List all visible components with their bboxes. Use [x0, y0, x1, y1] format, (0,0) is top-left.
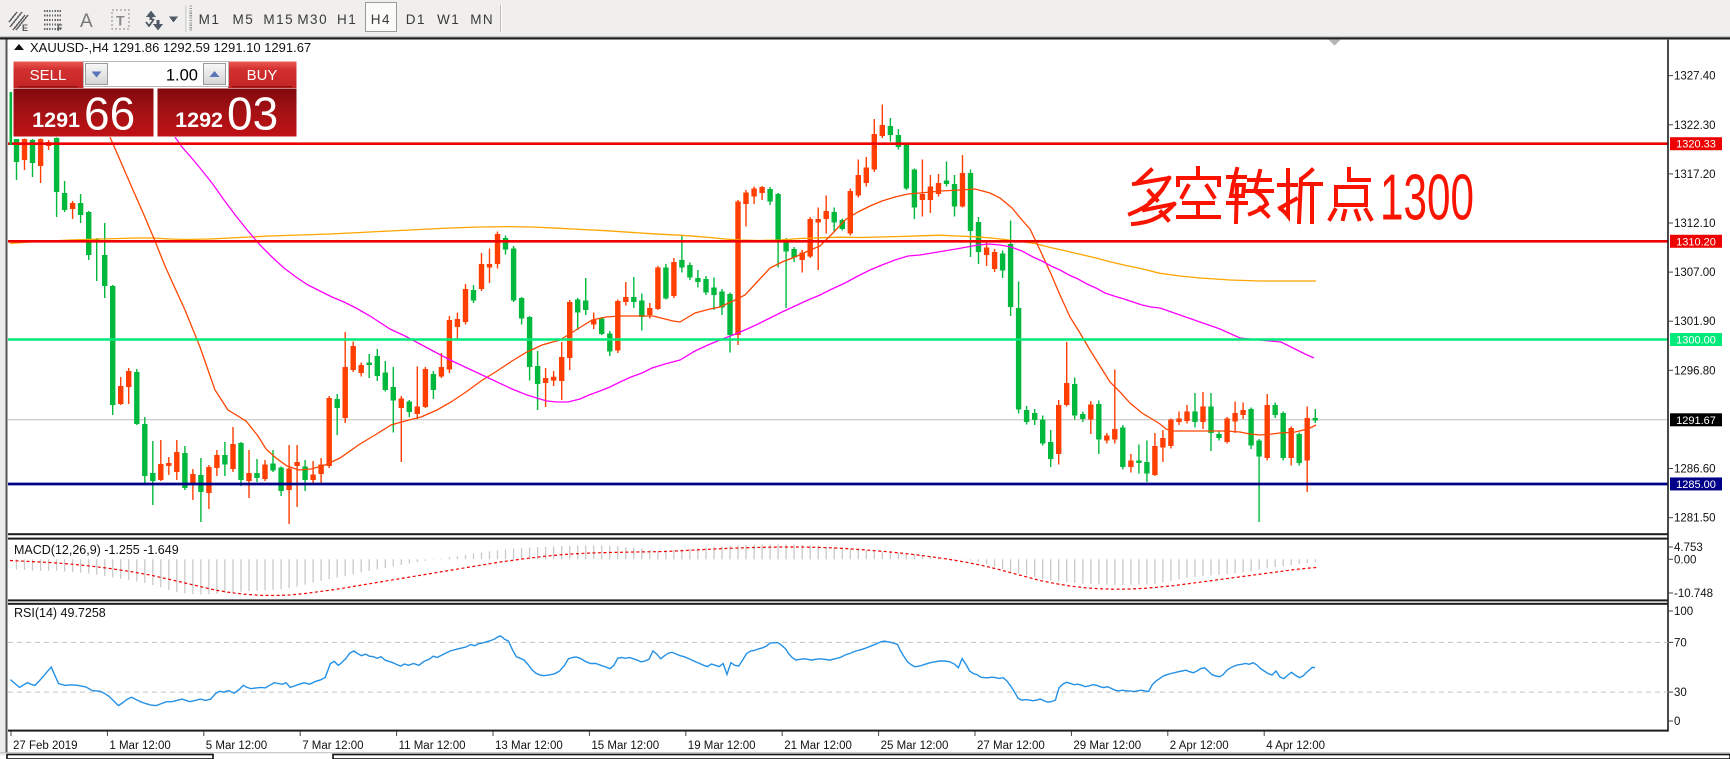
svg-text:M5: M5: [233, 12, 255, 27]
svg-text:5 Mar 12:00: 5 Mar 12:00: [206, 740, 267, 752]
svg-text:D1: D1: [406, 12, 426, 27]
svg-text:T: T: [116, 13, 125, 29]
svg-text:F: F: [57, 23, 63, 33]
svg-text:-10.748: -10.748: [1674, 588, 1713, 600]
svg-text:1317.20: 1317.20: [1674, 169, 1716, 181]
svg-text:0: 0: [1674, 716, 1680, 728]
svg-text:1281.50: 1281.50: [1674, 513, 1716, 525]
svg-text:1301.90: 1301.90: [1674, 316, 1716, 328]
svg-text:0.00: 0.00: [1674, 554, 1696, 566]
svg-text:25 Mar 12:00: 25 Mar 12:00: [881, 740, 949, 752]
svg-text:2 Apr 12:00: 2 Apr 12:00: [1170, 740, 1229, 752]
svg-text:W1: W1: [437, 12, 460, 27]
svg-text:M30: M30: [297, 12, 328, 27]
svg-text:21 Mar 12:00: 21 Mar 12:00: [784, 740, 852, 752]
svg-text:A: A: [80, 11, 93, 32]
svg-text:30: 30: [1674, 687, 1687, 699]
svg-text:1292: 1292: [175, 108, 223, 132]
svg-text:E: E: [22, 23, 28, 33]
svg-text:1300: 1300: [1380, 160, 1474, 234]
svg-text:29 Mar 12:00: 29 Mar 12:00: [1073, 740, 1141, 752]
svg-text:1327.40: 1327.40: [1674, 71, 1716, 83]
svg-text:13 Mar 12:00: 13 Mar 12:00: [495, 740, 563, 752]
svg-text:1300.00: 1300.00: [1676, 335, 1716, 347]
svg-text:1286.60: 1286.60: [1674, 464, 1716, 476]
svg-text:19 Mar 12:00: 19 Mar 12:00: [688, 740, 756, 752]
svg-text:1310.20: 1310.20: [1676, 236, 1716, 248]
svg-text:M15: M15: [263, 12, 294, 27]
svg-text:1291.67: 1291.67: [1676, 415, 1716, 427]
svg-text:1291: 1291: [32, 108, 80, 132]
svg-text:100: 100: [1674, 606, 1693, 618]
svg-text:1 Mar 12:00: 1 Mar 12:00: [109, 740, 170, 752]
svg-text:11 Mar 12:00: 11 Mar 12:00: [399, 740, 466, 752]
svg-text:H1: H1: [337, 12, 357, 27]
svg-text:1312.10: 1312.10: [1674, 218, 1716, 230]
svg-text:MN: MN: [470, 12, 494, 27]
svg-text:RSI(14) 49.7258: RSI(14) 49.7258: [14, 606, 106, 620]
svg-text:4.753: 4.753: [1674, 542, 1703, 554]
svg-text:M1: M1: [199, 12, 221, 27]
svg-text:27 Feb 2019: 27 Feb 2019: [13, 740, 78, 752]
svg-text:MACD(12,26,9) -1.255 -1.649: MACD(12,26,9) -1.255 -1.649: [14, 543, 179, 557]
svg-text:1307.00: 1307.00: [1674, 267, 1716, 279]
svg-text:1322.30: 1322.30: [1674, 120, 1716, 132]
svg-text:XAUUSD-,H4 1291.86 1292.59 12: XAUUSD-,H4 1291.86 1292.59 1291.10 1291.…: [30, 40, 311, 55]
svg-text:03: 03: [227, 88, 278, 140]
svg-text:SELL: SELL: [30, 67, 67, 84]
svg-text:66: 66: [84, 88, 135, 140]
svg-text:7 Mar 12:00: 7 Mar 12:00: [302, 740, 363, 752]
svg-text:1.00: 1.00: [166, 67, 198, 85]
svg-text:70: 70: [1674, 637, 1687, 649]
svg-text:15 Mar 12:00: 15 Mar 12:00: [591, 740, 659, 752]
svg-text:4 Apr 12:00: 4 Apr 12:00: [1266, 740, 1325, 752]
svg-text:27 Mar 12:00: 27 Mar 12:00: [977, 740, 1045, 752]
svg-text:1320.33: 1320.33: [1676, 139, 1716, 151]
svg-text:H4: H4: [371, 12, 391, 27]
svg-text:1296.80: 1296.80: [1674, 365, 1716, 377]
svg-text:1285.00: 1285.00: [1676, 479, 1716, 491]
svg-text:BUY: BUY: [247, 67, 278, 84]
